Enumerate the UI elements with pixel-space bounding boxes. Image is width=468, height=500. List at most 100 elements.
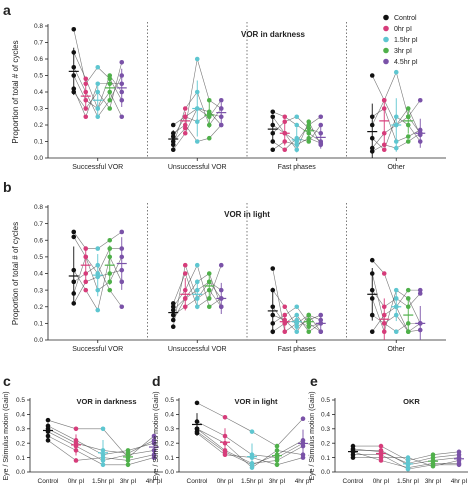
data-point bbox=[194, 400, 200, 406]
data-point bbox=[294, 142, 300, 148]
y-tick-label: 0.8 bbox=[34, 204, 43, 211]
data-point bbox=[95, 246, 101, 251]
y-axis-label: Eye / Stimulus motion (Gain) bbox=[309, 391, 316, 480]
data-point bbox=[83, 271, 89, 276]
data-point bbox=[95, 81, 101, 87]
data-point bbox=[107, 97, 113, 103]
data-point bbox=[119, 81, 125, 87]
data-point bbox=[45, 438, 51, 443]
data-point bbox=[369, 257, 375, 263]
data-point bbox=[270, 114, 276, 120]
data-point bbox=[119, 246, 125, 251]
data-point bbox=[125, 458, 131, 463]
data-point bbox=[270, 122, 276, 128]
y-tick-label: 0.4 bbox=[34, 271, 43, 278]
data-point bbox=[430, 455, 436, 460]
y-tick-label: 0.3 bbox=[16, 426, 25, 433]
data-point bbox=[369, 287, 375, 293]
data-point bbox=[107, 81, 113, 87]
panel-label-c: c bbox=[3, 373, 11, 389]
data-point bbox=[274, 448, 280, 453]
data-point bbox=[194, 89, 200, 95]
data-point bbox=[194, 429, 200, 434]
data-point bbox=[369, 149, 375, 154]
data-point bbox=[249, 455, 255, 460]
data-point bbox=[119, 229, 125, 235]
data-point bbox=[222, 440, 228, 446]
data-point bbox=[282, 317, 288, 323]
y-tick-label: 0.3 bbox=[165, 426, 174, 433]
data-point bbox=[170, 139, 176, 144]
data-point bbox=[405, 329, 411, 334]
data-point bbox=[282, 130, 288, 136]
x-tick-label: 0hr pI bbox=[217, 478, 234, 485]
data-point bbox=[393, 145, 399, 151]
data-point bbox=[350, 449, 356, 455]
y-axis-label: Proportion of total # of cycles bbox=[11, 40, 20, 143]
data-point bbox=[306, 317, 312, 323]
legend-label: 0hr pI bbox=[394, 26, 412, 33]
data-point bbox=[274, 443, 280, 449]
data-point bbox=[393, 139, 399, 144]
data-point bbox=[350, 455, 356, 460]
data-point bbox=[182, 271, 188, 276]
data-point bbox=[206, 97, 212, 103]
data-point bbox=[206, 304, 212, 310]
data-point bbox=[381, 321, 387, 326]
data-point bbox=[393, 69, 399, 75]
data-point bbox=[378, 458, 384, 463]
x-tick-label: 3hr pI bbox=[269, 478, 286, 485]
data-point bbox=[405, 287, 411, 293]
x-tick-label: Unsuccessful VOR bbox=[168, 164, 227, 171]
data-point bbox=[405, 134, 411, 139]
y-tick-label: 0.1 bbox=[34, 139, 43, 146]
data-point bbox=[282, 139, 288, 144]
data-point bbox=[83, 114, 89, 120]
data-point bbox=[369, 312, 375, 318]
data-point bbox=[381, 97, 387, 103]
data-point bbox=[119, 60, 125, 65]
data-point bbox=[369, 122, 375, 128]
panel-label-d: d bbox=[152, 373, 161, 389]
data-point bbox=[206, 109, 212, 115]
data-point bbox=[456, 452, 462, 458]
data-point bbox=[381, 147, 387, 153]
data-point bbox=[369, 296, 375, 301]
y-tick-label: 0.7 bbox=[34, 221, 43, 228]
data-point bbox=[381, 142, 387, 148]
data-point bbox=[405, 321, 411, 326]
data-point bbox=[45, 426, 51, 432]
data-point bbox=[270, 329, 276, 334]
data-point bbox=[282, 304, 288, 310]
data-point bbox=[95, 271, 101, 276]
data-point bbox=[306, 312, 312, 318]
data-point bbox=[249, 429, 255, 434]
data-point bbox=[45, 433, 51, 439]
data-point bbox=[270, 321, 276, 326]
data-point bbox=[306, 135, 312, 141]
data-point bbox=[182, 296, 188, 301]
data-point bbox=[274, 452, 280, 458]
data-point bbox=[206, 279, 212, 285]
data-point bbox=[282, 119, 288, 124]
y-tick-label: 0.6 bbox=[34, 56, 43, 63]
data-point bbox=[182, 114, 188, 120]
legend-marker bbox=[383, 25, 389, 32]
y-tick-label: 0.4 bbox=[165, 412, 174, 419]
data-point bbox=[318, 114, 324, 120]
data-point bbox=[107, 246, 113, 251]
data-point bbox=[318, 317, 324, 323]
data-point bbox=[119, 267, 125, 273]
data-point bbox=[170, 324, 176, 330]
data-point bbox=[318, 139, 324, 144]
data-point bbox=[282, 329, 288, 334]
panel-label-b: b bbox=[3, 179, 12, 195]
data-point bbox=[100, 426, 106, 432]
data-point bbox=[73, 458, 79, 463]
data-point bbox=[194, 287, 200, 293]
data-point bbox=[306, 122, 312, 128]
y-tick-label: 0.1 bbox=[16, 455, 25, 462]
data-point bbox=[270, 287, 276, 293]
data-point bbox=[95, 64, 101, 70]
data-point bbox=[417, 127, 423, 133]
